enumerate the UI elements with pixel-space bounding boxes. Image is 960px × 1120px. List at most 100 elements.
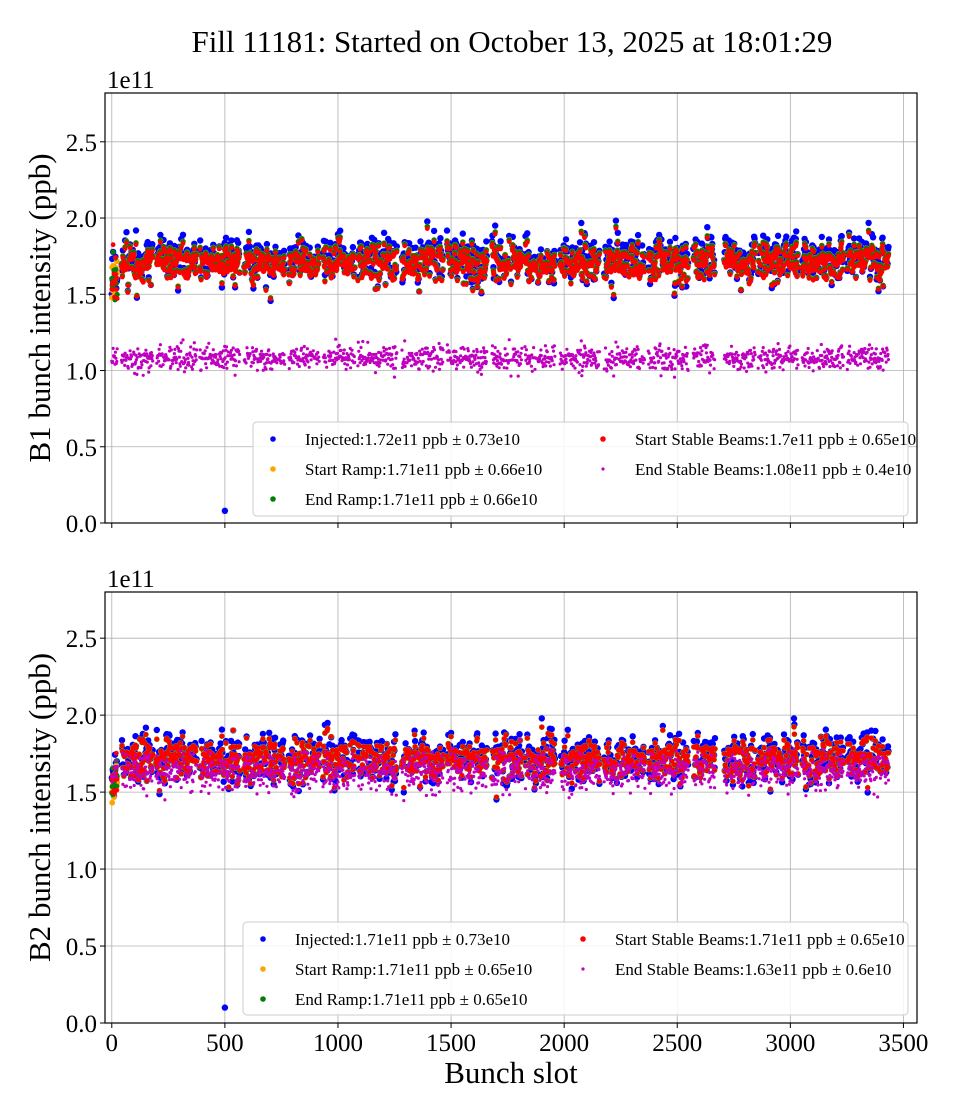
data-point	[419, 267, 425, 273]
data-point	[793, 228, 800, 235]
data-point	[235, 261, 241, 266]
data-point	[440, 268, 446, 274]
data-point	[427, 274, 432, 279]
data-point	[850, 235, 858, 242]
data-point	[209, 254, 214, 260]
data-point	[392, 276, 397, 282]
data-point	[303, 248, 309, 254]
data-point	[414, 256, 420, 262]
data-point	[330, 273, 335, 278]
data-point	[291, 272, 297, 277]
data-point	[578, 230, 584, 236]
data-point	[452, 251, 458, 257]
data-point	[475, 260, 481, 266]
data-point	[444, 240, 450, 246]
data-point	[193, 270, 199, 276]
data-point	[232, 283, 238, 289]
data-point	[456, 266, 462, 272]
data-point	[474, 252, 480, 258]
data-point	[341, 254, 346, 259]
data-point	[273, 250, 278, 256]
data-point	[470, 288, 476, 294]
y-tick-label: 2.5	[66, 130, 97, 157]
data-point	[614, 229, 621, 236]
data-point	[131, 253, 137, 259]
data-point	[412, 244, 419, 251]
data-point	[192, 265, 198, 271]
data-point	[337, 227, 344, 234]
data-point	[433, 279, 438, 284]
data-point	[198, 269, 204, 275]
data-point	[327, 239, 334, 246]
data-point	[288, 258, 294, 264]
data-point	[218, 284, 226, 291]
data-point	[146, 278, 152, 284]
data-point	[606, 238, 613, 245]
data-point	[838, 232, 845, 240]
data-point	[518, 264, 523, 270]
data-point	[424, 267, 429, 273]
data-point	[524, 239, 530, 245]
data-point	[424, 218, 431, 225]
data-point	[505, 259, 511, 265]
data-point	[125, 283, 131, 289]
data-point	[526, 253, 531, 259]
data-point	[236, 256, 242, 261]
data-point	[367, 249, 372, 255]
data-point	[148, 283, 154, 288]
data-point	[783, 233, 790, 240]
data-point	[230, 274, 236, 280]
data-point	[514, 275, 520, 280]
data-point	[879, 234, 886, 241]
data-point	[437, 235, 444, 242]
data-point	[357, 255, 363, 261]
data-point	[348, 261, 353, 267]
data-point	[225, 259, 231, 265]
data-point	[440, 258, 446, 263]
data-point	[431, 253, 436, 259]
data-point	[417, 238, 424, 245]
data-point	[134, 294, 140, 299]
data-point	[292, 267, 298, 273]
data-point	[352, 266, 358, 272]
data-point	[228, 237, 235, 244]
data-point	[491, 272, 497, 278]
data-point	[453, 245, 459, 251]
data-point	[210, 246, 216, 252]
data-point	[274, 260, 280, 266]
data-point	[140, 279, 146, 285]
data-point	[322, 279, 328, 285]
data-point	[504, 272, 509, 277]
data-point	[163, 249, 168, 255]
data-point	[484, 259, 490, 265]
data-point	[409, 259, 415, 265]
data-point	[431, 239, 437, 245]
data-point	[492, 222, 499, 229]
data-point	[582, 235, 587, 241]
data-point	[818, 233, 825, 241]
y-tick-label: 2.0	[66, 206, 97, 233]
data-point	[524, 230, 531, 237]
data-point	[501, 276, 507, 281]
data-point	[260, 258, 265, 264]
data-point	[114, 296, 120, 301]
data-point	[358, 245, 364, 251]
data-point	[351, 274, 357, 280]
data-point	[533, 263, 539, 269]
data-point	[124, 240, 129, 246]
data-point	[158, 240, 163, 245]
data-point	[242, 271, 248, 276]
data-point	[479, 289, 484, 295]
data-point	[551, 260, 556, 265]
data-point	[364, 240, 371, 248]
data-point	[666, 238, 674, 245]
data-point	[186, 270, 192, 275]
data-point	[110, 249, 116, 255]
data-point	[385, 267, 391, 272]
data-point	[490, 242, 495, 248]
data-point	[380, 229, 388, 236]
data-point	[235, 239, 242, 247]
data-point	[672, 234, 679, 242]
data-point	[321, 256, 326, 262]
data-point	[375, 286, 381, 292]
